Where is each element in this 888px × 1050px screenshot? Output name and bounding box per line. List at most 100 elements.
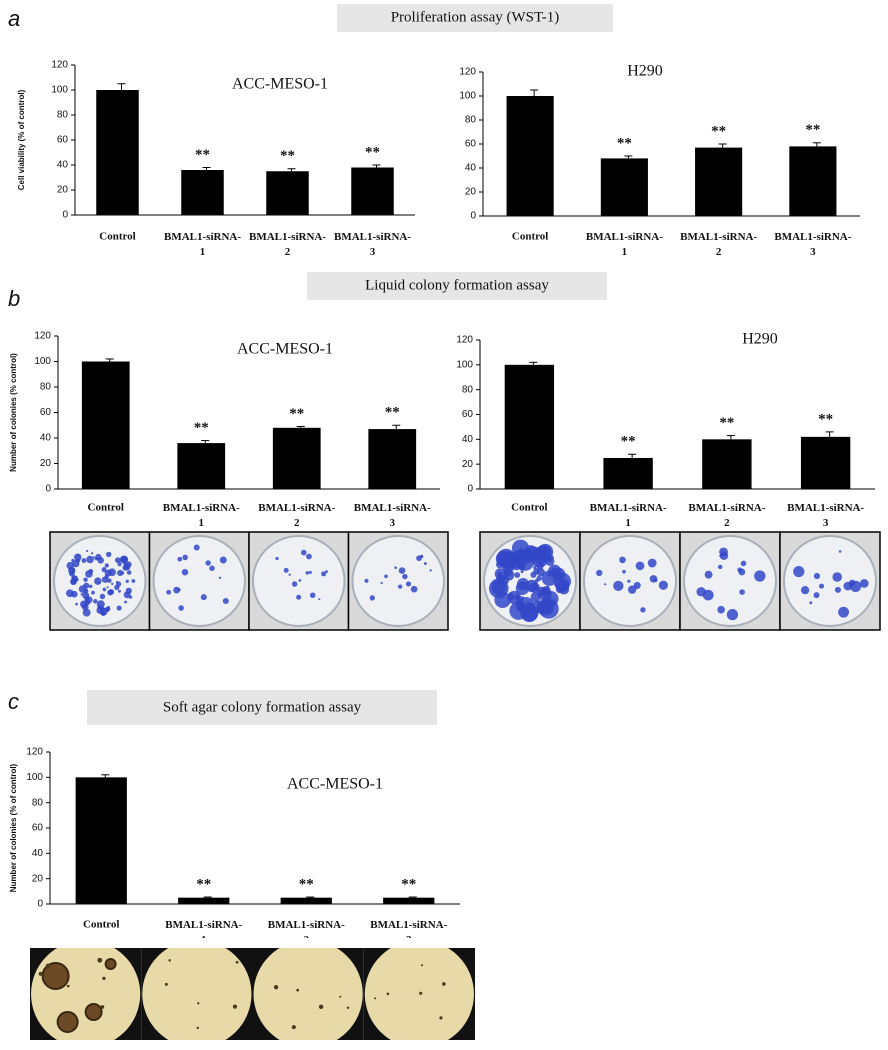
panel-header-box xyxy=(307,272,607,300)
colony xyxy=(86,549,89,553)
colony xyxy=(84,1003,103,1021)
colony xyxy=(291,581,298,587)
speck xyxy=(66,984,70,988)
photo-clip xyxy=(141,1040,253,1050)
colony xyxy=(72,559,80,568)
y-tick-label: 40 xyxy=(40,433,52,444)
colony xyxy=(613,580,624,592)
y-tick-label: 0 xyxy=(470,211,476,222)
y-axis-label: Number of colonies (% of control) xyxy=(9,763,18,892)
y-axis-label: Cell viability (% of control) xyxy=(17,89,26,190)
y-tick-label: 120 xyxy=(456,335,473,346)
y-tick-label: 120 xyxy=(459,67,476,78)
colony xyxy=(306,553,312,560)
y-tick-label: 100 xyxy=(459,91,476,102)
bar xyxy=(96,90,139,215)
colony xyxy=(115,557,121,564)
y-tick-label: 60 xyxy=(57,135,69,146)
y-tick-label: 100 xyxy=(34,356,51,367)
colony xyxy=(740,560,747,567)
colony xyxy=(93,599,98,604)
colony xyxy=(205,560,211,566)
colony xyxy=(537,543,554,560)
colony xyxy=(627,579,631,583)
bar xyxy=(383,897,435,904)
x-tick-label: BMAL1-siRNA-2 xyxy=(680,231,757,258)
bar xyxy=(266,171,309,215)
colony xyxy=(726,609,739,621)
colony xyxy=(640,607,646,613)
colony xyxy=(96,600,105,609)
colony xyxy=(105,551,112,558)
speck xyxy=(439,1016,443,1020)
speck xyxy=(339,995,342,998)
colony xyxy=(658,580,668,590)
colony xyxy=(309,592,316,599)
colony xyxy=(514,572,521,578)
panel-title: Proliferation assay (WST-1) xyxy=(391,9,560,25)
speck xyxy=(421,964,424,967)
significance-label: ** xyxy=(719,415,734,431)
colony xyxy=(111,582,114,586)
y-tick-label: 120 xyxy=(51,60,68,71)
chart-title: H290 xyxy=(742,331,778,348)
x-tick-label: BMAL1-siRNA-1 xyxy=(590,502,667,529)
chart-title: ACC-MESO-1 xyxy=(237,341,333,358)
colony xyxy=(86,555,94,564)
colony xyxy=(124,600,127,604)
y-tick-label: 120 xyxy=(26,747,43,758)
speck xyxy=(442,982,446,986)
dish xyxy=(783,535,877,627)
x-tick-label: Control xyxy=(512,231,548,243)
significance-label: ** xyxy=(805,122,820,138)
y-tick-label: 20 xyxy=(57,185,69,196)
colony xyxy=(283,567,289,573)
colony xyxy=(647,558,657,568)
colony xyxy=(104,563,109,568)
panel-label: c xyxy=(8,689,19,714)
dish xyxy=(683,535,777,627)
colony xyxy=(91,590,95,595)
field xyxy=(142,940,252,1048)
colony xyxy=(107,578,112,583)
y-tick-label: 60 xyxy=(465,139,477,150)
bar xyxy=(600,158,648,216)
colony xyxy=(819,583,825,589)
colony xyxy=(116,605,122,611)
colony xyxy=(429,569,432,572)
colony xyxy=(108,589,115,595)
colony xyxy=(536,575,542,581)
speck xyxy=(45,963,50,968)
speck xyxy=(38,971,43,976)
speck xyxy=(196,1026,200,1030)
y-tick-label: 80 xyxy=(462,384,474,395)
x-tick-label: BMAL1-siRNA-2 xyxy=(258,502,335,529)
bar xyxy=(789,146,837,216)
y-tick-label: 20 xyxy=(40,458,52,469)
colony xyxy=(123,591,131,599)
colony xyxy=(793,565,805,578)
colony xyxy=(82,608,91,617)
colony xyxy=(530,592,541,603)
colony xyxy=(275,556,279,561)
x-tick-label: BMAL1-siRNA-2 xyxy=(249,231,326,258)
bar xyxy=(177,443,226,489)
colony xyxy=(308,570,312,574)
colony xyxy=(423,562,427,566)
colony xyxy=(398,567,406,574)
x-tick-label: Control xyxy=(511,502,547,514)
significance-label: ** xyxy=(385,405,400,421)
colony xyxy=(536,568,545,577)
colony xyxy=(520,570,524,574)
colony xyxy=(838,606,850,618)
bar xyxy=(280,897,332,904)
chart-title: ACC-MESO-1 xyxy=(232,76,328,93)
colony xyxy=(505,558,511,564)
x-tick-label: BMAL1-siRNA-3 xyxy=(354,502,431,529)
colony xyxy=(518,563,526,571)
colony xyxy=(538,598,559,619)
significance-label: ** xyxy=(280,148,295,164)
colony xyxy=(123,563,131,571)
y-tick-label: 0 xyxy=(37,899,43,910)
colony xyxy=(838,550,842,553)
